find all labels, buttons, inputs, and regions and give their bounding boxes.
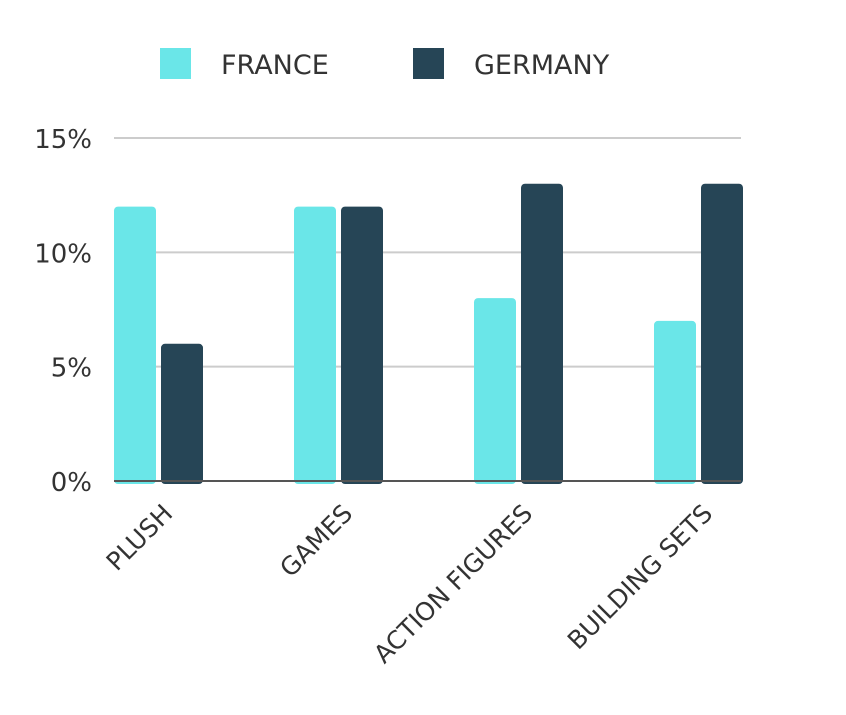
bar-germany-games bbox=[341, 206, 383, 484]
legend-swatch-france bbox=[160, 48, 191, 79]
y-tick-label: 10% bbox=[34, 239, 92, 269]
y-tick-label: 15% bbox=[34, 125, 92, 155]
bar-france-plush bbox=[114, 206, 156, 484]
x-axis-category-labels: PLUSH GAMES ACTION FIGURES BUILDING SETS bbox=[101, 499, 719, 669]
x-category-label: GAMES bbox=[274, 499, 358, 583]
y-axis-tick-labels: 0% 5% 10% 15% bbox=[34, 125, 92, 498]
bar-germany-plush bbox=[161, 343, 203, 484]
bar-france-action-figures bbox=[474, 298, 516, 484]
bar-germany-action-figures bbox=[521, 183, 563, 484]
legend-label-germany: GERMANY bbox=[474, 50, 610, 81]
legend: FRANCE GERMANY bbox=[160, 48, 610, 81]
legend-label-france: FRANCE bbox=[221, 50, 329, 81]
y-tick-label: 0% bbox=[51, 468, 92, 498]
x-category-label: PLUSH bbox=[101, 499, 179, 577]
gridlines bbox=[114, 137, 741, 368]
x-category-label: BUILDING SETS bbox=[562, 499, 718, 655]
legend-swatch-germany bbox=[413, 48, 444, 79]
bar-france-building-sets bbox=[654, 320, 696, 484]
bar-france-games bbox=[294, 206, 336, 484]
bars bbox=[114, 183, 743, 484]
y-tick-label: 5% bbox=[51, 354, 92, 384]
x-category-label: ACTION FIGURES bbox=[368, 499, 538, 669]
bar-germany-building-sets bbox=[701, 183, 743, 484]
